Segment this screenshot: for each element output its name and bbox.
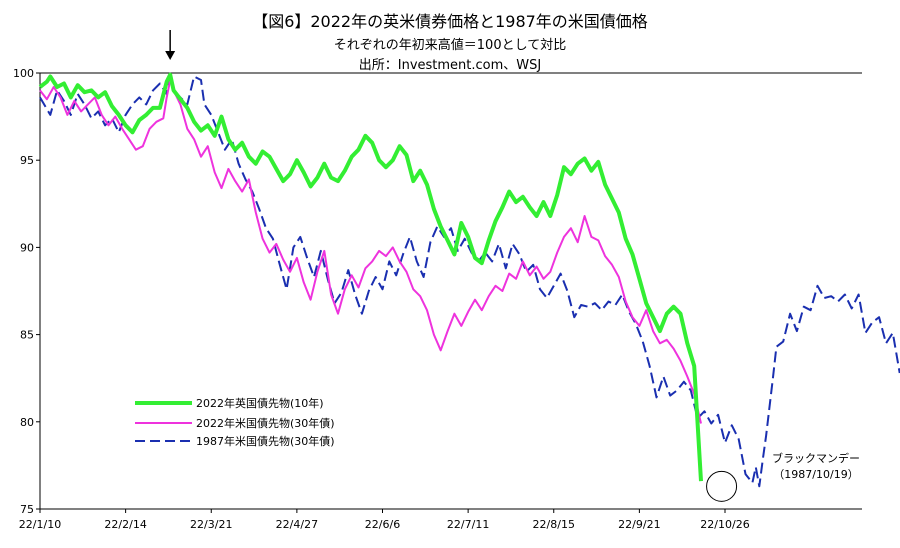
y-tick-label: 95 bbox=[20, 154, 34, 167]
chart-title: 【図6】2022年の英米債券価格と1987年の米国債価格 bbox=[252, 12, 648, 31]
x-tick-label: 22/2/14 bbox=[104, 518, 146, 531]
high-marker-arrow bbox=[165, 30, 176, 60]
black-monday-date: （1987/10/19） bbox=[773, 468, 858, 481]
y-tick-label: 100 bbox=[13, 67, 34, 80]
chart-subtitle: それぞれの年初来高値＝100として対比 bbox=[334, 37, 566, 53]
x-tick-label: 22/7/11 bbox=[447, 518, 489, 531]
series-us-2022-line bbox=[39, 79, 702, 424]
series-us-1987-line bbox=[39, 72, 900, 488]
x-tick-label: 22/10/26 bbox=[700, 518, 749, 531]
y-tick-label: 85 bbox=[20, 329, 34, 342]
x-tick-label: 22/3/21 bbox=[190, 518, 232, 531]
arrow-head bbox=[165, 51, 176, 60]
legend-label-us-1987: 1987年米国債先物(30年債) bbox=[196, 434, 335, 448]
black-monday-label: ブラックマンデー bbox=[772, 451, 860, 465]
y-tick-label: 75 bbox=[20, 503, 34, 516]
x-tick-label: 22/6/6 bbox=[365, 518, 400, 531]
x-tick-label: 22/8/15 bbox=[533, 518, 575, 531]
x-tick-label: 22/1/10 bbox=[19, 518, 61, 531]
legend: 2022年英国債先物(10年) 2022年米国債先物(30年債) 1987年米国… bbox=[135, 396, 335, 448]
legend-label-us-2022: 2022年米国債先物(30年債) bbox=[196, 416, 335, 430]
black-monday-circle bbox=[706, 470, 738, 502]
y-tick-label: 90 bbox=[20, 241, 34, 254]
y-tick-label: 80 bbox=[20, 416, 34, 429]
y-axis-ticks: 75 80 85 90 95 100 bbox=[13, 67, 40, 516]
legend-label-uk: 2022年英国債先物(10年) bbox=[196, 396, 324, 410]
black-monday-annotation: ブラックマンデー （1987/10/19） bbox=[706, 451, 860, 502]
x-tick-label: 22/4/27 bbox=[276, 518, 318, 531]
x-axis-ticks: 22/1/10 22/2/14 22/3/21 22/4/27 22/6/6 22/7/1… bbox=[19, 509, 750, 531]
series-uk-2022-line bbox=[38, 72, 703, 482]
chart-source: 出所：Investment.com、WSJ bbox=[359, 58, 541, 73]
x-tick-label: 22/9/21 bbox=[618, 518, 660, 531]
series-layer bbox=[38, 72, 900, 488]
